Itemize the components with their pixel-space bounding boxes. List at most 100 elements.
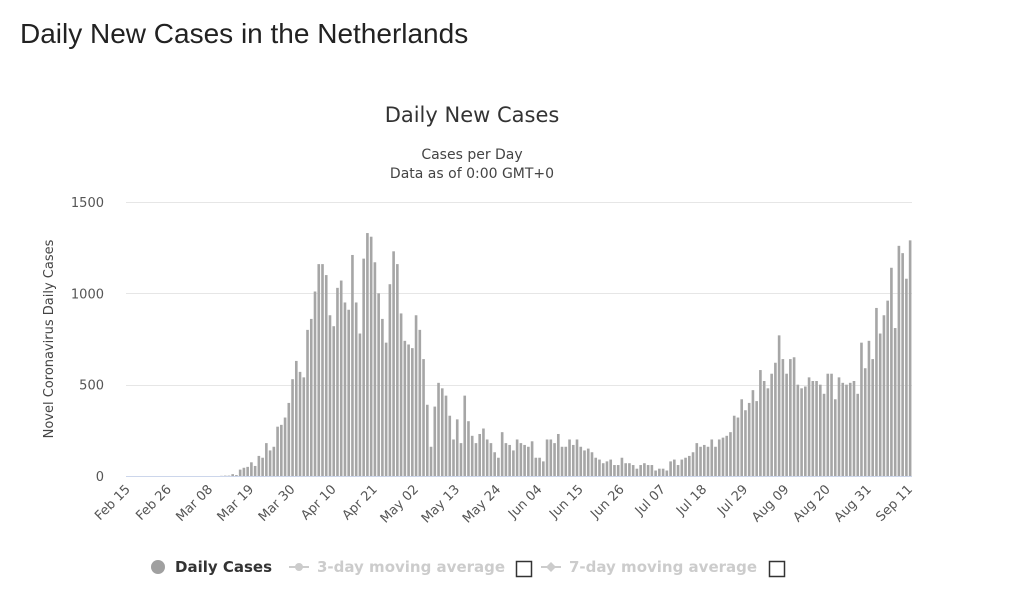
bar[interactable] (684, 457, 687, 476)
bar[interactable] (564, 446, 568, 476)
bar[interactable] (661, 468, 665, 476)
bar[interactable] (673, 459, 676, 476)
bar[interactable] (830, 373, 833, 476)
bar[interactable] (804, 386, 807, 476)
bar[interactable] (893, 328, 897, 476)
bar[interactable] (377, 293, 380, 476)
checkbox-3-day-moving-average[interactable] (515, 560, 533, 578)
bar[interactable] (624, 463, 627, 476)
bar[interactable] (575, 439, 579, 476)
bar[interactable] (605, 461, 609, 476)
bar[interactable] (841, 382, 845, 476)
bar[interactable] (871, 359, 875, 476)
bar[interactable] (702, 444, 706, 476)
bar[interactable] (643, 463, 646, 476)
bar[interactable] (676, 465, 680, 476)
bar[interactable] (845, 384, 848, 476)
bar[interactable] (474, 443, 478, 476)
bar[interactable] (351, 254, 354, 476)
bar[interactable] (283, 417, 287, 476)
bar[interactable] (807, 377, 811, 476)
bar[interactable] (403, 340, 407, 476)
bar[interactable] (343, 302, 347, 476)
bar[interactable] (467, 421, 470, 476)
bar[interactable] (586, 448, 590, 476)
bar[interactable] (287, 402, 291, 476)
bar[interactable] (620, 457, 624, 476)
bar[interactable] (890, 267, 893, 476)
bar[interactable] (613, 465, 616, 476)
bar[interactable] (766, 388, 770, 476)
bar[interactable] (276, 426, 279, 476)
bar[interactable] (721, 437, 725, 476)
bar[interactable] (744, 410, 747, 476)
bar[interactable] (482, 428, 485, 476)
bar[interactable] (309, 318, 313, 476)
bar[interactable] (358, 333, 362, 476)
bar[interactable] (538, 457, 541, 476)
bar[interactable] (826, 373, 830, 476)
bar[interactable] (512, 450, 515, 476)
bar[interactable] (751, 390, 755, 476)
bar[interactable] (280, 424, 283, 476)
bar[interactable] (774, 362, 777, 476)
bar[interactable] (897, 245, 901, 476)
bar[interactable] (792, 357, 796, 476)
bar[interactable] (631, 465, 635, 476)
bar[interactable] (833, 399, 837, 476)
bar[interactable] (527, 446, 530, 476)
bar[interactable] (407, 344, 410, 476)
bar[interactable] (489, 443, 493, 476)
bar[interactable] (448, 415, 452, 476)
bar[interactable] (822, 393, 826, 476)
bar[interactable] (519, 443, 523, 476)
bar[interactable] (560, 446, 564, 476)
bar[interactable] (796, 384, 800, 476)
bar[interactable] (785, 373, 788, 476)
bar[interactable] (313, 291, 317, 476)
bar[interactable] (583, 450, 586, 476)
bar[interactable] (332, 326, 336, 476)
bar[interactable] (609, 459, 613, 476)
bar[interactable] (755, 401, 758, 476)
bar[interactable] (373, 262, 377, 476)
bar[interactable] (736, 417, 740, 476)
bar[interactable] (265, 443, 268, 476)
bar[interactable] (680, 459, 684, 476)
bar[interactable] (317, 264, 321, 476)
bar[interactable] (470, 435, 474, 476)
bar[interactable] (867, 340, 871, 476)
bar[interactable] (246, 466, 249, 476)
bar[interactable] (388, 284, 392, 476)
bar[interactable] (321, 264, 324, 476)
bar[interactable] (665, 470, 669, 476)
bar[interactable] (882, 315, 886, 476)
bar[interactable] (238, 469, 242, 476)
bar[interactable] (886, 300, 889, 476)
bar[interactable] (497, 457, 500, 476)
bar[interactable] (459, 443, 463, 476)
bar[interactable] (856, 393, 860, 476)
bar[interactable] (261, 457, 264, 476)
bar[interactable] (534, 457, 538, 476)
bar[interactable] (860, 342, 863, 476)
bar[interactable] (231, 474, 234, 476)
bar[interactable] (384, 342, 388, 476)
bar[interactable] (590, 452, 594, 476)
bar[interactable] (639, 465, 642, 476)
bar[interactable] (429, 446, 433, 476)
bar[interactable] (298, 371, 302, 476)
bar[interactable] (658, 468, 661, 476)
bar[interactable] (717, 439, 721, 476)
bar[interactable] (257, 455, 261, 476)
bar[interactable] (336, 287, 339, 476)
bar[interactable] (422, 359, 425, 476)
bar[interactable] (328, 315, 332, 476)
bar[interactable] (444, 395, 448, 476)
legend-item-7-day-moving-average[interactable]: 7-day moving average (541, 558, 757, 576)
bar[interactable] (504, 443, 508, 476)
bar[interactable] (508, 444, 511, 476)
bar[interactable] (601, 463, 605, 476)
bar[interactable] (579, 446, 583, 476)
bar[interactable] (455, 419, 459, 476)
